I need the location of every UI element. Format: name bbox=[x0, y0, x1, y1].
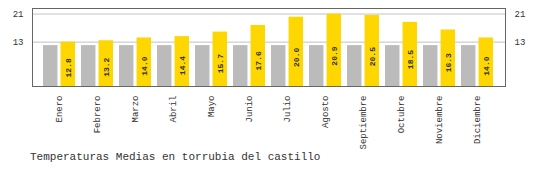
svg-text:12.8: 12.8 bbox=[64, 58, 73, 77]
svg-text:20.0: 20.0 bbox=[292, 48, 301, 67]
svg-text:Enero: Enero bbox=[55, 96, 65, 123]
svg-text:13.2: 13.2 bbox=[102, 57, 111, 76]
svg-text:Marzo: Marzo bbox=[131, 96, 141, 123]
svg-text:21: 21 bbox=[13, 10, 24, 20]
svg-text:Mayo: Mayo bbox=[207, 96, 217, 118]
svg-text:Octubre: Octubre bbox=[397, 96, 407, 134]
html-text:Temperaturas Medias en torrubi: Temperaturas Medias en torrubia del cast… bbox=[30, 151, 321, 163]
svg-text:13: 13 bbox=[13, 38, 24, 48]
svg-text:Febrero: Febrero bbox=[93, 96, 103, 134]
svg-text:Junio: Junio bbox=[245, 96, 255, 123]
svg-text:14.0: 14.0 bbox=[482, 56, 491, 75]
svg-text:Septiembre: Septiembre bbox=[359, 96, 369, 150]
svg-text:Julio: Julio bbox=[283, 96, 293, 123]
svg-text:14.4: 14.4 bbox=[178, 56, 187, 75]
svg-text:20.9: 20.9 bbox=[330, 46, 339, 65]
svg-text:21: 21 bbox=[515, 10, 526, 20]
svg-text:13: 13 bbox=[515, 38, 526, 48]
svg-text:16.3: 16.3 bbox=[444, 53, 453, 72]
svg-text:Agosto: Agosto bbox=[321, 96, 331, 128]
svg-text:Abril: Abril bbox=[169, 96, 179, 123]
svg-text:18.5: 18.5 bbox=[406, 50, 415, 69]
svg-text:15.7: 15.7 bbox=[216, 54, 225, 73]
svg-text:20.5: 20.5 bbox=[368, 47, 377, 66]
svg-text:17.6: 17.6 bbox=[254, 51, 263, 70]
svg-text:14.0: 14.0 bbox=[140, 56, 149, 75]
svg-text:Diciembre: Diciembre bbox=[473, 96, 483, 145]
svg-text:Noviembre: Noviembre bbox=[435, 96, 445, 145]
